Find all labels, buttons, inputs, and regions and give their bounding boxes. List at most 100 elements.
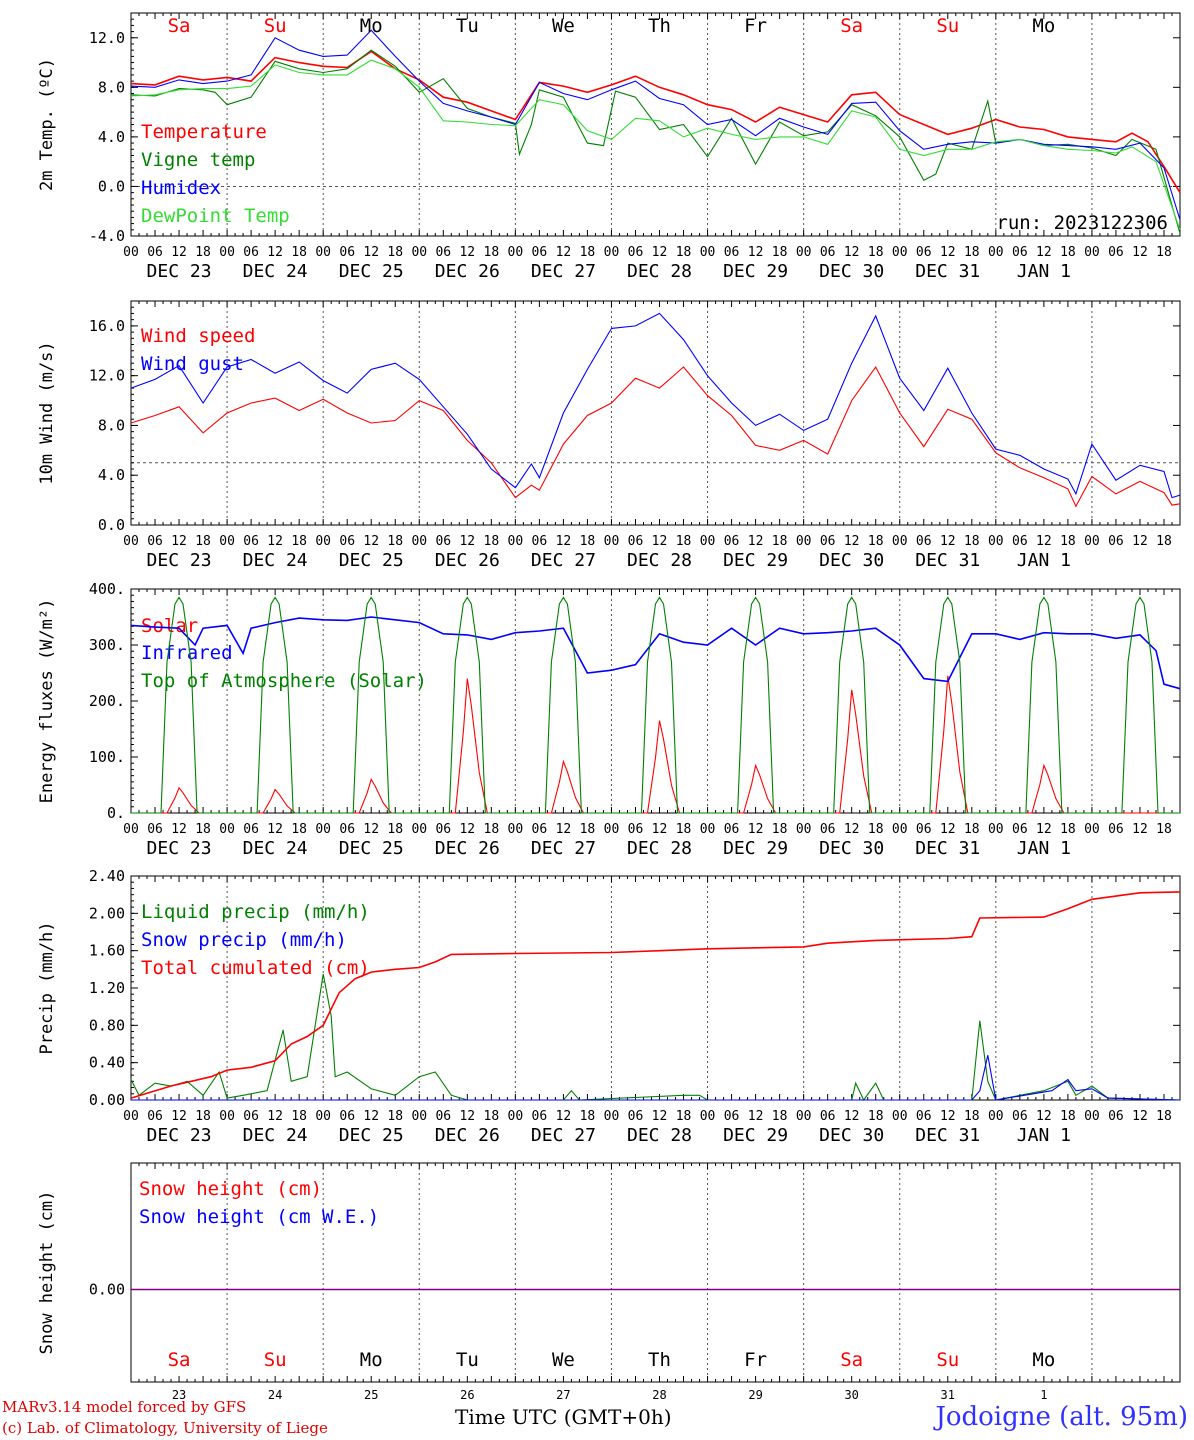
date-label: DEC 23 — [147, 838, 212, 859]
hour-label: 18 — [291, 822, 307, 837]
date-label: DEC 28 — [627, 261, 692, 282]
series-line-temperature — [130, 50, 1181, 194]
hour-label: 12 — [652, 245, 668, 260]
hour-label: 06 — [628, 534, 644, 549]
hour-label: 06 — [724, 822, 740, 837]
hour-label: 00 — [988, 245, 1004, 260]
date-label: DEC 29 — [723, 550, 788, 571]
hour-label: 06 — [724, 245, 740, 260]
hour-label: 06 — [339, 534, 355, 549]
date-label: DEC 25 — [339, 838, 404, 859]
date-label: DEC 23 — [147, 1125, 212, 1146]
hour-label: 18 — [387, 245, 403, 260]
hour-label: 12 — [459, 822, 475, 837]
y-tick-label: 0. — [107, 804, 125, 822]
date-label: JAN 1 — [1017, 261, 1071, 282]
weekday-label-top: Sa — [168, 15, 191, 37]
hour-label: 00 — [604, 1109, 620, 1124]
hour-label: 18 — [195, 1109, 211, 1124]
hour-label: 06 — [916, 245, 932, 260]
hour-label: 00 — [700, 245, 716, 260]
y-tick-label: 300. — [89, 636, 125, 654]
hour-label: 18 — [676, 534, 692, 549]
day-number-label: 25 — [364, 1388, 378, 1402]
y-tick-label: 2.40 — [89, 867, 125, 885]
date-label: DEC 27 — [531, 550, 596, 571]
hour-label: 18 — [580, 1109, 596, 1124]
date-label: DEC 26 — [435, 838, 500, 859]
hour-label: 00 — [1084, 822, 1100, 837]
date-label: DEC 24 — [243, 261, 308, 282]
hour-label: 06 — [243, 245, 259, 260]
hour-label: 06 — [1012, 822, 1028, 837]
weekday-label-bottom: Sa — [840, 1349, 863, 1371]
hour-label: 00 — [411, 245, 427, 260]
hour-label: 06 — [916, 534, 932, 549]
hour-label: 18 — [964, 1109, 980, 1124]
hour-label: 06 — [820, 822, 836, 837]
hour-label: 06 — [435, 822, 451, 837]
lab-credit: (c) Lab. of Climatology, University of L… — [2, 1419, 328, 1437]
model-credit: MARv3.14 model forced by GFS — [2, 1398, 247, 1416]
hour-label: 00 — [892, 245, 908, 260]
hour-label: 12 — [1036, 245, 1052, 260]
hour-label: 12 — [267, 822, 283, 837]
y-tick-label: 0.40 — [89, 1054, 125, 1072]
hour-label: 18 — [484, 822, 500, 837]
hour-label: 06 — [243, 1109, 259, 1124]
legend-infrared: Infrared — [141, 642, 233, 664]
y-axis-label: Snow height (cm) — [37, 1191, 57, 1355]
hour-label: 00 — [700, 822, 716, 837]
date-label: JAN 1 — [1017, 1125, 1071, 1146]
hour-label: 00 — [123, 1109, 139, 1124]
day-number-label: 27 — [556, 1388, 570, 1402]
hour-label: 18 — [484, 1109, 500, 1124]
date-label: DEC 30 — [819, 261, 884, 282]
date-label: DEC 28 — [627, 1125, 692, 1146]
hour-label: 06 — [820, 1109, 836, 1124]
legend-solar: Solar — [141, 615, 198, 637]
y-tick-label: 0.0 — [98, 516, 125, 534]
hour-label: 12 — [844, 534, 860, 549]
hour-label: 18 — [195, 245, 211, 260]
hour-label: 06 — [628, 245, 644, 260]
y-tick-label: 4.0 — [98, 128, 125, 146]
date-label: DEC 31 — [915, 838, 980, 859]
hour-label: 00 — [508, 1109, 524, 1124]
day-number-label: 26 — [460, 1388, 474, 1402]
hour-label: 06 — [1108, 1109, 1124, 1124]
series-line-humidex — [130, 29, 1181, 221]
hour-label: 00 — [123, 822, 139, 837]
hour-label: 00 — [219, 245, 235, 260]
hour-label: 18 — [1060, 1109, 1076, 1124]
hour-label: 06 — [916, 1109, 932, 1124]
hour-label: 18 — [387, 534, 403, 549]
hour-label: 06 — [628, 1109, 644, 1124]
hour-label: 12 — [171, 822, 187, 837]
hour-label: 18 — [1060, 534, 1076, 549]
hour-label: 18 — [291, 1109, 307, 1124]
hour-label: 12 — [652, 534, 668, 549]
hour-label: 18 — [676, 245, 692, 260]
hour-label: 18 — [195, 822, 211, 837]
hour-label: 00 — [988, 1109, 1004, 1124]
hour-label: 18 — [964, 245, 980, 260]
day-number-label: 31 — [941, 1388, 955, 1402]
hour-label: 12 — [171, 1109, 187, 1124]
y-tick-label: 4.0 — [98, 466, 125, 484]
hour-label: 00 — [796, 1109, 812, 1124]
hour-label: 12 — [459, 534, 475, 549]
y-tick-label: 100. — [89, 748, 125, 766]
date-label: DEC 26 — [435, 1125, 500, 1146]
hour-label: 12 — [267, 1109, 283, 1124]
y-tick-label: 0.80 — [89, 1016, 125, 1034]
legend-dewpoint-temp: DewPoint Temp — [141, 205, 290, 227]
date-label: DEC 26 — [435, 261, 500, 282]
weekday-label-top: Tu — [456, 15, 479, 37]
date-label: DEC 31 — [915, 1125, 980, 1146]
station-name: Jodoigne (alt. 95m) — [935, 1402, 1188, 1432]
day-number-label: 30 — [844, 1388, 858, 1402]
series-line-vigne-temp — [130, 49, 1181, 234]
date-label: DEC 26 — [435, 550, 500, 571]
